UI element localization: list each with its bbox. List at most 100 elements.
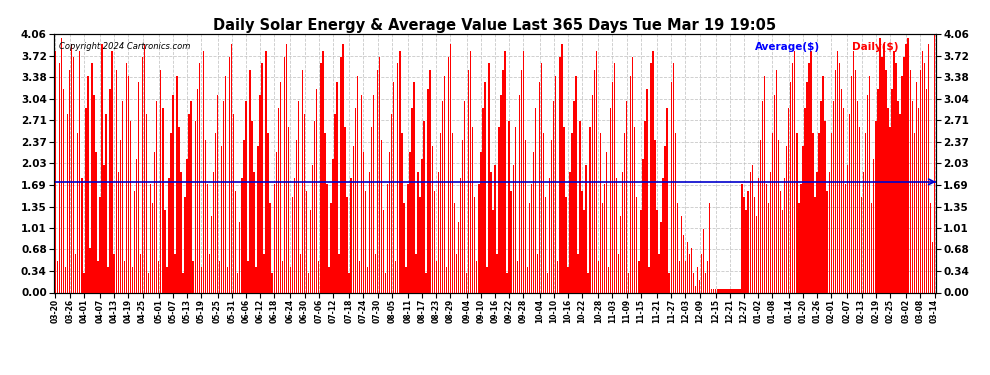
Bar [507, 273, 508, 292]
Bar [275, 152, 277, 292]
Bar [782, 210, 783, 292]
Bar [401, 134, 403, 292]
Bar [757, 178, 759, 292]
Bar [745, 210, 746, 292]
Text: Average($): Average($) [755, 42, 820, 51]
Bar [223, 102, 225, 292]
Bar [144, 44, 146, 292]
Bar [288, 127, 289, 292]
Bar [168, 178, 169, 292]
Bar [239, 222, 241, 292]
Bar [308, 273, 309, 292]
Bar [393, 82, 394, 292]
Title: Daily Solar Energy & Average Value Last 365 Days Tue Mar 19 19:05: Daily Solar Energy & Average Value Last … [214, 18, 776, 33]
Bar [259, 95, 260, 292]
Bar [691, 248, 692, 292]
Bar [261, 63, 262, 292]
Bar [172, 95, 173, 292]
Bar [755, 216, 757, 292]
Bar [565, 197, 566, 292]
Bar [543, 134, 545, 292]
Bar [142, 57, 144, 292]
Bar [69, 70, 70, 292]
Bar [908, 38, 909, 292]
Bar [164, 210, 165, 292]
Bar [290, 267, 291, 292]
Bar [924, 63, 925, 292]
Bar [709, 203, 711, 292]
Bar [492, 210, 494, 292]
Bar [753, 197, 755, 292]
Bar [899, 114, 901, 292]
Bar [75, 254, 76, 292]
Bar [871, 203, 872, 292]
Bar [318, 261, 320, 292]
Bar [715, 290, 717, 292]
Bar [848, 114, 850, 292]
Bar [281, 261, 283, 292]
Bar [294, 178, 295, 292]
Bar [498, 127, 500, 292]
Bar [883, 44, 885, 292]
Bar [130, 121, 131, 292]
Bar [103, 165, 105, 292]
Bar [134, 190, 136, 292]
Bar [646, 89, 647, 292]
Bar [626, 102, 628, 292]
Bar [300, 254, 301, 292]
Bar [796, 134, 798, 292]
Bar [505, 51, 506, 292]
Bar [286, 44, 287, 292]
Bar [749, 171, 751, 292]
Bar [628, 273, 630, 292]
Bar [343, 44, 344, 292]
Bar [233, 114, 235, 292]
Bar [85, 108, 86, 292]
Bar [420, 197, 421, 292]
Bar [815, 197, 816, 292]
Bar [614, 63, 615, 292]
Bar [449, 44, 451, 292]
Bar [364, 190, 366, 292]
Bar [784, 178, 785, 292]
Bar [798, 203, 800, 292]
Bar [666, 108, 668, 292]
Bar [707, 261, 709, 292]
Bar [726, 290, 727, 292]
Bar [292, 197, 293, 292]
Bar [664, 146, 666, 292]
Bar [687, 242, 688, 292]
Bar [225, 76, 227, 292]
Bar [596, 51, 597, 292]
Bar [589, 127, 591, 292]
Bar [314, 121, 316, 292]
Bar [869, 76, 870, 292]
Bar [794, 51, 796, 292]
Bar [219, 261, 220, 292]
Bar [873, 159, 874, 292]
Bar [643, 159, 644, 292]
Bar [922, 51, 923, 292]
Bar [719, 290, 721, 292]
Bar [819, 134, 820, 292]
Bar [557, 261, 558, 292]
Bar [156, 102, 157, 292]
Bar [403, 203, 405, 292]
Bar [857, 102, 858, 292]
Bar [774, 95, 775, 292]
Bar [249, 70, 250, 292]
Bar [148, 273, 149, 292]
Bar [337, 82, 338, 292]
Bar [813, 134, 814, 292]
Bar [460, 178, 461, 292]
Bar [571, 134, 572, 292]
Bar [630, 76, 632, 292]
Bar [166, 267, 167, 292]
Bar [407, 184, 409, 292]
Bar [432, 146, 433, 292]
Bar [821, 102, 822, 292]
Bar [453, 203, 455, 292]
Bar [575, 76, 577, 292]
Bar [81, 178, 82, 292]
Bar [776, 70, 777, 292]
